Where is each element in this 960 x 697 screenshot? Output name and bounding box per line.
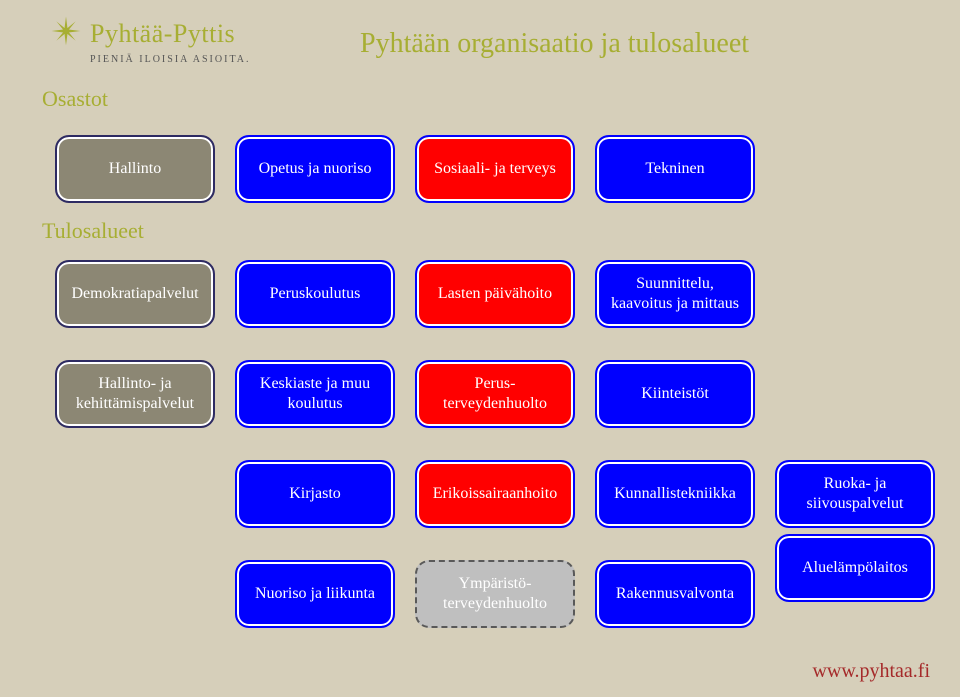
box-nuoriso: Nuoriso ja liikunta <box>235 560 395 628</box>
box-label: Ruoka- ja siivouspalvelut <box>785 474 925 514</box>
box-label: Erikoissairaanhoito <box>433 484 557 504</box>
box-tekninen: Tekninen <box>595 135 755 203</box>
box-suunnittelu: Suunnittelu, kaavoitus ja mittaus <box>595 260 755 328</box>
page-title: Pyhtään organisaatio ja tulosalueet <box>360 28 749 60</box>
label-tulosalueet: Tulosalueet <box>42 218 144 244</box>
box-label: Kunnallistekniikka <box>614 484 736 504</box>
box-label: Kirjasto <box>289 484 341 504</box>
box-perusterv: Perus-terveydenhuolto <box>415 360 575 428</box>
box-peruskoulutus: Peruskoulutus <box>235 260 395 328</box>
box-label: Ympäristö-terveydenhuolto <box>443 574 547 614</box>
box-label: Keskiaste ja muu koulutus <box>245 374 385 414</box>
box-ruoka: Ruoka- ja siivouspalvelut <box>775 460 935 528</box>
box-label: Kiinteistöt <box>641 384 709 404</box>
content: Pyhtää-Pyttis PIENIÄ ILOISIA ASIOITA. Py… <box>0 0 960 697</box>
box-label: Hallinto <box>109 159 161 179</box>
box-paivahoito: Lasten päivähoito <box>415 260 575 328</box>
box-label: Rakennusvalvonta <box>616 584 734 604</box>
starburst-icon <box>50 15 82 52</box>
box-label: Aluelämpölaitos <box>802 558 908 578</box>
brand-tagline: PIENIÄ ILOISIA ASIOITA. <box>90 54 250 65</box>
box-label: Demokratiapalvelut <box>71 284 198 304</box>
box-aluelampo: Aluelämpölaitos <box>775 534 935 602</box>
brand-name: Pyhtää-Pyttis <box>90 19 235 49</box>
box-keskiaste: Keskiaste ja muu koulutus <box>235 360 395 428</box>
box-label: Tekninen <box>645 159 704 179</box>
box-ymparisto: Ympäristö-terveydenhuolto <box>415 560 575 628</box>
box-kunnallistek: Kunnallistekniikka <box>595 460 755 528</box>
box-kiinteistot: Kiinteistöt <box>595 360 755 428</box>
box-label: Suunnittelu, kaavoitus ja mittaus <box>605 274 745 314</box>
box-sosiaali: Sosiaali- ja terveys <box>415 135 575 203</box>
box-rakennusvalv: Rakennusvalvonta <box>595 560 755 628</box>
logo-block: Pyhtää-Pyttis PIENIÄ ILOISIA ASIOITA. <box>50 15 250 65</box>
box-kirjasto: Kirjasto <box>235 460 395 528</box>
box-label: Opetus ja nuoriso <box>259 159 372 179</box>
label-osastot: Osastot <box>42 86 108 112</box>
box-label: Perus-terveydenhuolto <box>443 374 547 414</box>
box-hallinto: Hallinto <box>55 135 215 203</box>
box-hallintokehit: Hallinto- ja kehittämispalvelut <box>55 360 215 428</box>
box-opetus: Opetus ja nuoriso <box>235 135 395 203</box>
box-label: Peruskoulutus <box>270 284 361 304</box>
box-erikoissair: Erikoissairaanhoito <box>415 460 575 528</box>
box-demokratia: Demokratiapalvelut <box>55 260 215 328</box>
box-label: Lasten päivähoito <box>438 284 552 304</box>
box-label: Sosiaali- ja terveys <box>434 159 556 179</box>
footer-link: www.pyhtaa.fi <box>812 660 930 683</box>
box-label: Nuoriso ja liikunta <box>255 584 375 604</box>
box-label: Hallinto- ja kehittämispalvelut <box>65 374 205 414</box>
